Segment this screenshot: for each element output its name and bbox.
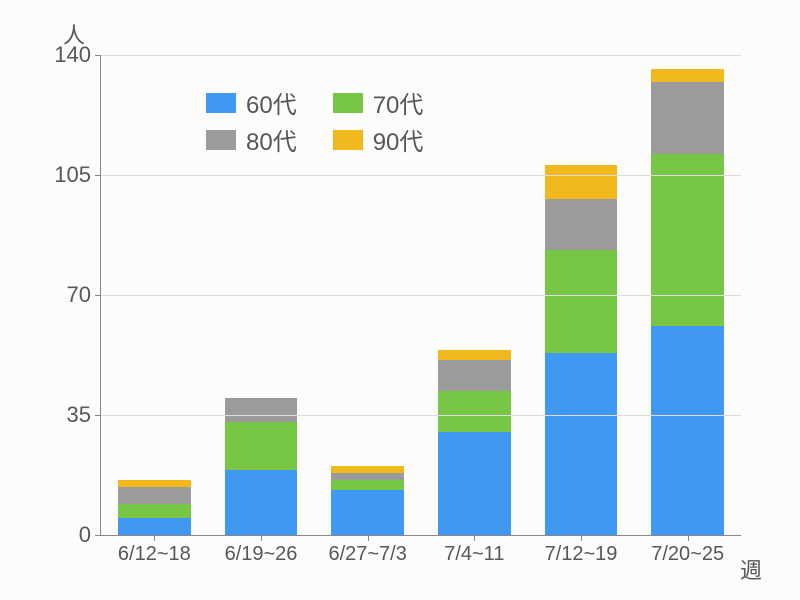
x-tick-label: 6/19~26	[225, 535, 298, 566]
bar-segment-s90	[118, 480, 191, 487]
y-tick-label: 105	[54, 162, 101, 188]
legend-label: 90代	[373, 122, 424, 157]
bar-segment-s70	[118, 504, 191, 518]
gridline	[101, 55, 741, 56]
legend-label: 60代	[246, 85, 297, 120]
bar-segment-s70	[545, 250, 618, 353]
y-tick-label: 35	[67, 402, 101, 428]
bar-segment-s90	[545, 165, 618, 199]
y-tick-label: 0	[79, 522, 101, 548]
bar-segment-s60	[225, 470, 298, 535]
bar-segment-s90	[331, 466, 404, 473]
gridline	[101, 175, 741, 176]
x-tick-label: 6/27~7/3	[328, 535, 406, 566]
bar-segment-s80	[118, 487, 191, 504]
bar-segment-s70	[225, 422, 298, 470]
legend: 60代 70代 80代 90代	[206, 85, 423, 157]
bar-segment-s60	[438, 432, 511, 535]
y-tick-label: 70	[67, 282, 101, 308]
bar-segment-s60	[331, 490, 404, 535]
bar-segment-s70	[438, 391, 511, 432]
bar-segment-s80	[545, 199, 618, 250]
legend-label: 70代	[373, 85, 424, 120]
legend-label: 80代	[246, 122, 297, 157]
bar	[331, 466, 404, 535]
bar-segment-s80	[331, 473, 404, 480]
legend-swatch	[206, 93, 236, 113]
bar-segment-s90	[438, 350, 511, 360]
bar	[438, 350, 511, 535]
legend-swatch	[333, 130, 363, 150]
bar-segment-s60	[651, 326, 724, 535]
legend-swatch	[206, 130, 236, 150]
bar	[118, 480, 191, 535]
legend-item-s60: 60代	[206, 85, 297, 120]
legend-swatch	[333, 93, 363, 113]
y-tick-label: 140	[54, 42, 101, 68]
bar	[225, 398, 298, 535]
x-tick-label: 7/20~25	[651, 535, 724, 566]
x-tick-label: 6/12~18	[118, 535, 191, 566]
gridline	[101, 415, 741, 416]
x-axis-unit-label: 週	[740, 553, 762, 585]
gridline	[101, 295, 741, 296]
x-tick-label: 7/12~19	[545, 535, 618, 566]
bar	[651, 69, 724, 535]
bar-segment-s70	[331, 480, 404, 490]
x-tick-label: 7/4~11	[444, 535, 504, 566]
bar-segment-s80	[225, 398, 298, 422]
bar-segment-s80	[651, 82, 724, 154]
bar	[545, 165, 618, 535]
legend-item-s90: 90代	[333, 122, 424, 157]
legend-item-s80: 80代	[206, 122, 297, 157]
bar-segment-s90	[651, 69, 724, 83]
bar-segment-s60	[545, 353, 618, 535]
legend-item-s70: 70代	[333, 85, 424, 120]
bar-segment-s80	[438, 360, 511, 391]
plot-area: 60代70代80代90代 035701051406/12~186/19~266/…	[100, 55, 741, 536]
bar-segment-s60	[118, 518, 191, 535]
chart-container: 人 週 60代70代80代90代 035701051406/12~186/19~…	[0, 0, 800, 600]
bar-segment-s70	[651, 154, 724, 325]
